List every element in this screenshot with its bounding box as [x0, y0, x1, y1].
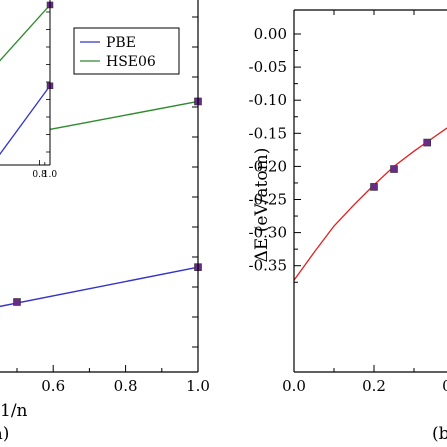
legend-label-hse06: HSE06 — [106, 54, 156, 70]
panel-a-axes-frame — [0, 0, 199, 373]
panel-b-axes-frame — [293, 9, 447, 373]
inset-background — [0, 0, 50, 165]
data-point-2 — [423, 138, 432, 147]
panel-b: 0.00 -0.05 -0.10 -0.15 -0.20 -0.25 -0.30 -0.35 0… — [249, 9, 447, 444]
panel-a-x-tick-label: 0.6 — [41, 377, 65, 395]
panel-b-x-tick-label: 0.2 — [362, 377, 386, 395]
panel-b-y-tick-label: -0.10 — [249, 91, 287, 109]
panel-b-y-tick-label: -0.05 — [249, 58, 287, 76]
panel-b-y-tick-label: 0.00 — [254, 25, 287, 43]
panel-b-y-tick-label: -0.30 — [249, 224, 287, 242]
data-point-1 — [390, 165, 398, 173]
panel-b-y-tick-label: -0.20 — [249, 157, 287, 175]
panel-a-label: (a) — [0, 424, 9, 444]
panel-b-y-tick-label: -0.35 — [249, 257, 287, 275]
panel-b-plot-area — [293, 127, 447, 281]
panel-a-x-tick-label: 0.8 — [114, 377, 138, 395]
fit-curve — [293, 127, 447, 281]
panel-a-legend: PBE HSE06 — [73, 27, 180, 75]
panel-a: 0.60.81.0 1/n (a) 0.81.0 PBE HSE06 — [0, 0, 210, 444]
data-point-0 — [370, 183, 378, 191]
inset-series-line-pbe — [0, 85, 51, 156]
panel-a-inset: 0.81.0 — [0, 0, 57, 180]
panel-a-x-tick-label: 1.0 — [186, 377, 210, 395]
panel-b-y-tick-label: -0.25 — [249, 191, 287, 209]
panel-b-y-tick-label: -0.15 — [249, 124, 287, 142]
inset-x-tick-label: 0.8 — [32, 170, 47, 180]
legend-box — [73, 27, 180, 75]
data-point-pbe-0 — [13, 298, 21, 306]
panel-b-x-tick-label: 0.0 — [282, 377, 306, 395]
panel-b-x-tick-label: 0.4 — [442, 377, 447, 395]
panel-a-xlabel: 1/n — [0, 401, 28, 421]
legend-label-pbe: PBE — [106, 35, 136, 51]
panel-a-ticks: 0.6 0.8 1.0 — [16, 16, 210, 395]
inset-series-line-hse06 — [0, 4, 51, 62]
panel-b-ylabel: ΔE (eV/atom) — [252, 148, 272, 263]
series-line-pbe — [0, 266, 199, 308]
inset-x-tick-label: 1.0 — [43, 170, 58, 180]
panel-b-label: (b) — [432, 424, 447, 444]
panel-b-ticks: 0.00 -0.05 -0.10 -0.15 -0.20 -0.25 -0.30 -0.35 0… — [249, 10, 447, 395]
